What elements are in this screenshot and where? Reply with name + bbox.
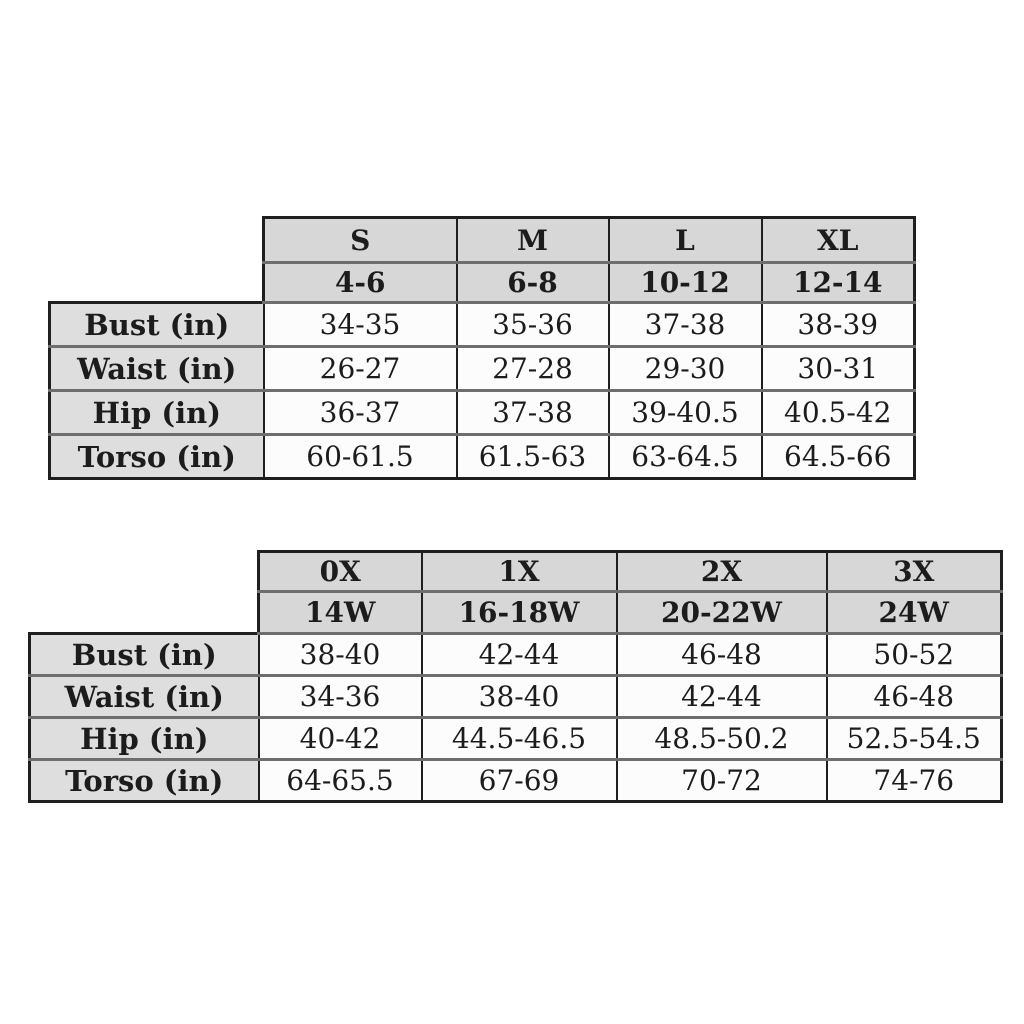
measurement-cell: 74-76 [825, 758, 1003, 803]
measurement-cell: 48.5-50.2 [615, 716, 828, 761]
size-header-cell: S [262, 216, 458, 264]
spacer-cell [30, 552, 259, 592]
measurement-row: Waist (in) 26-27 27-28 29-30 30-31 [48, 345, 916, 392]
measurement-row: Torso (in) 64-65.5 67-69 70-72 74-76 [28, 758, 1003, 803]
size-header-cell: 0X [257, 550, 423, 593]
numeric-size-header-cell: 4-6 [262, 261, 458, 304]
size-letter-header-row: S M L XL [50, 216, 916, 264]
measurement-cell: 38-40 [420, 674, 618, 719]
measurement-cell: 46-48 [615, 632, 828, 677]
measurement-cell: 35-36 [455, 301, 610, 348]
standard-size-chart-table: S M L XL 4-6 6-8 10-12 12-14 Bust (in) 3… [48, 216, 916, 480]
measurement-row: Torso (in) 60-61.5 61.5-63 63-64.5 64.5-… [48, 433, 916, 480]
size-letter-header-row: 0X 1X 2X 3X [30, 550, 1003, 593]
measurement-cell: 38-40 [257, 632, 423, 677]
row-label-cell: Hip (in) [28, 716, 260, 761]
row-label-cell: Torso (in) [48, 433, 265, 480]
size-header-cell: 1X [420, 550, 618, 593]
numeric-size-header-cell: 14W [257, 590, 423, 635]
measurement-cell: 50-52 [825, 632, 1003, 677]
numeric-size-header-row: 4-6 6-8 10-12 12-14 [50, 261, 916, 304]
measurement-row: Hip (in) 40-42 44.5-46.5 48.5-50.2 52.5-… [28, 716, 1003, 761]
measurement-cell: 42-44 [615, 674, 828, 719]
row-label-cell: Bust (in) [48, 301, 265, 348]
row-label-cell: Bust (in) [28, 632, 260, 677]
measurement-cell: 26-27 [262, 345, 458, 392]
size-header-cell: 2X [615, 550, 828, 593]
size-header-cell: M [455, 216, 610, 264]
numeric-size-header-cell: 6-8 [455, 261, 610, 304]
measurement-cell: 46-48 [825, 674, 1003, 719]
plus-size-chart-table: 0X 1X 2X 3X 14W 16-18W 20-22W 24W Bust (… [28, 550, 1003, 803]
spacer-cell [50, 263, 264, 303]
row-label-cell: Waist (in) [28, 674, 260, 719]
numeric-size-header-cell: 10-12 [607, 261, 763, 304]
row-label-cell: Waist (in) [48, 345, 265, 392]
measurement-row: Waist (in) 34-36 38-40 42-44 46-48 [28, 674, 1003, 719]
size-header-cell: 3X [825, 550, 1003, 593]
measurement-cell: 64-65.5 [257, 758, 423, 803]
measurement-cell: 67-69 [420, 758, 618, 803]
measurement-cell: 36-37 [262, 389, 458, 436]
size-header-cell: XL [760, 216, 916, 264]
measurement-cell: 52.5-54.5 [825, 716, 1003, 761]
spacer-cell [30, 592, 259, 634]
measurement-row: Hip (in) 36-37 37-38 39-40.5 40.5-42 [48, 389, 916, 436]
measurement-cell: 34-35 [262, 301, 458, 348]
numeric-size-header-row: 14W 16-18W 20-22W 24W [30, 590, 1003, 635]
measurement-cell: 39-40.5 [607, 389, 763, 436]
measurement-cell: 38-39 [760, 301, 916, 348]
measurement-cell: 40-42 [257, 716, 423, 761]
measurement-row: Bust (in) 38-40 42-44 46-48 50-52 [28, 632, 1003, 677]
measurement-cell: 30-31 [760, 345, 916, 392]
measurement-cell: 70-72 [615, 758, 828, 803]
measurement-cell: 37-38 [607, 301, 763, 348]
measurement-cell: 61.5-63 [455, 433, 610, 480]
size-header-cell: L [607, 216, 763, 264]
measurement-cell: 34-36 [257, 674, 423, 719]
measurement-cell: 27-28 [455, 345, 610, 392]
numeric-size-header-cell: 16-18W [420, 590, 618, 635]
measurement-cell: 63-64.5 [607, 433, 763, 480]
numeric-size-header-cell: 24W [825, 590, 1003, 635]
row-label-cell: Hip (in) [48, 389, 265, 436]
measurement-cell: 44.5-46.5 [420, 716, 618, 761]
numeric-size-header-cell: 20-22W [615, 590, 828, 635]
row-label-cell: Torso (in) [28, 758, 260, 803]
spacer-cell [50, 218, 264, 263]
measurement-cell: 64.5-66 [760, 433, 916, 480]
measurement-cell: 60-61.5 [262, 433, 458, 480]
measurement-cell: 40.5-42 [760, 389, 916, 436]
measurement-cell: 42-44 [420, 632, 618, 677]
measurement-row: Bust (in) 34-35 35-36 37-38 38-39 [48, 301, 916, 348]
measurement-cell: 37-38 [455, 389, 610, 436]
numeric-size-header-cell: 12-14 [760, 261, 916, 304]
measurement-cell: 29-30 [607, 345, 763, 392]
